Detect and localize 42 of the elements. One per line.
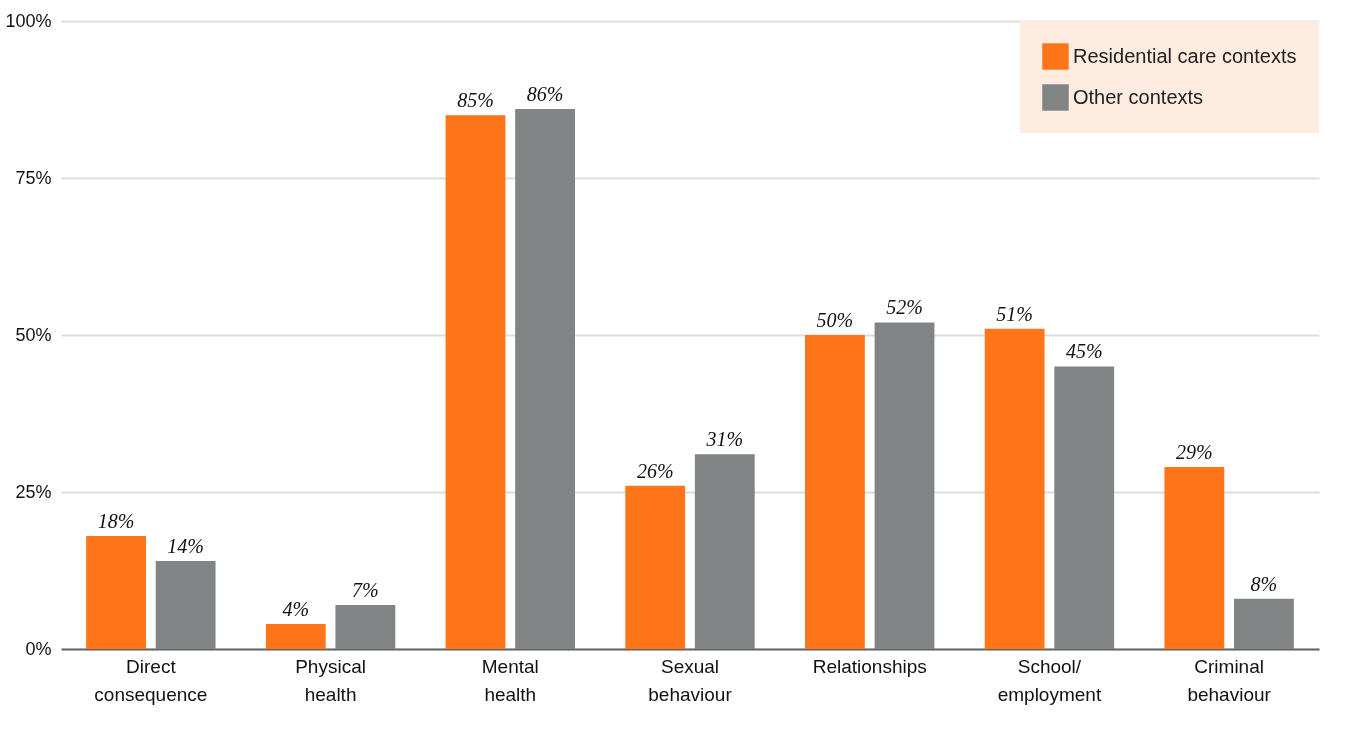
x-tick-label: Direct consequence [94,655,208,705]
bar [445,115,506,649]
bar [86,535,146,649]
bar [335,605,396,649]
legend-label: Residential care contexts [1073,44,1297,67]
bar [1054,366,1115,649]
y-tick-label: 25% [15,481,52,502]
data-label: 51% [996,302,1033,325]
y-tick-label: 75% [15,167,52,188]
x-tick-label: Physical health [295,655,366,705]
legend-label: Other contexts [1073,85,1204,108]
data-label: 4% [282,597,310,620]
bar [1164,466,1225,649]
x-tick-label: Mental health [481,655,539,705]
data-label: 85% [457,89,494,112]
x-tick-label: Criminal behaviour [1187,655,1272,705]
data-label: 52% [886,296,923,319]
data-label: 18% [97,509,135,532]
data-label: 31% [705,428,744,451]
data-label: 29% [1176,440,1213,463]
x-tick-label: Sexual behaviour [648,655,733,705]
data-label: 14% [167,535,204,558]
data-label: 50% [816,309,854,331]
data-label: 7% [352,579,379,602]
data-label: 86% [526,82,564,105]
bar [694,454,755,649]
x-tick-label: Relationships [812,655,927,677]
bar [984,328,1045,649]
y-tick-label: 0% [25,638,52,659]
bar [265,623,326,649]
bar [805,335,865,649]
data-label: 45% [1065,340,1103,363]
bar [1234,598,1294,649]
y-tick-label: 100% [5,10,52,31]
bar [625,485,686,649]
bar [874,322,935,649]
y-tick-label: 50% [15,324,52,345]
data-label: 26% [636,459,674,482]
bar [155,561,216,649]
bar [515,108,575,649]
data-label: 8% [1250,572,1278,595]
x-tick-label: School/ employment [997,655,1102,705]
